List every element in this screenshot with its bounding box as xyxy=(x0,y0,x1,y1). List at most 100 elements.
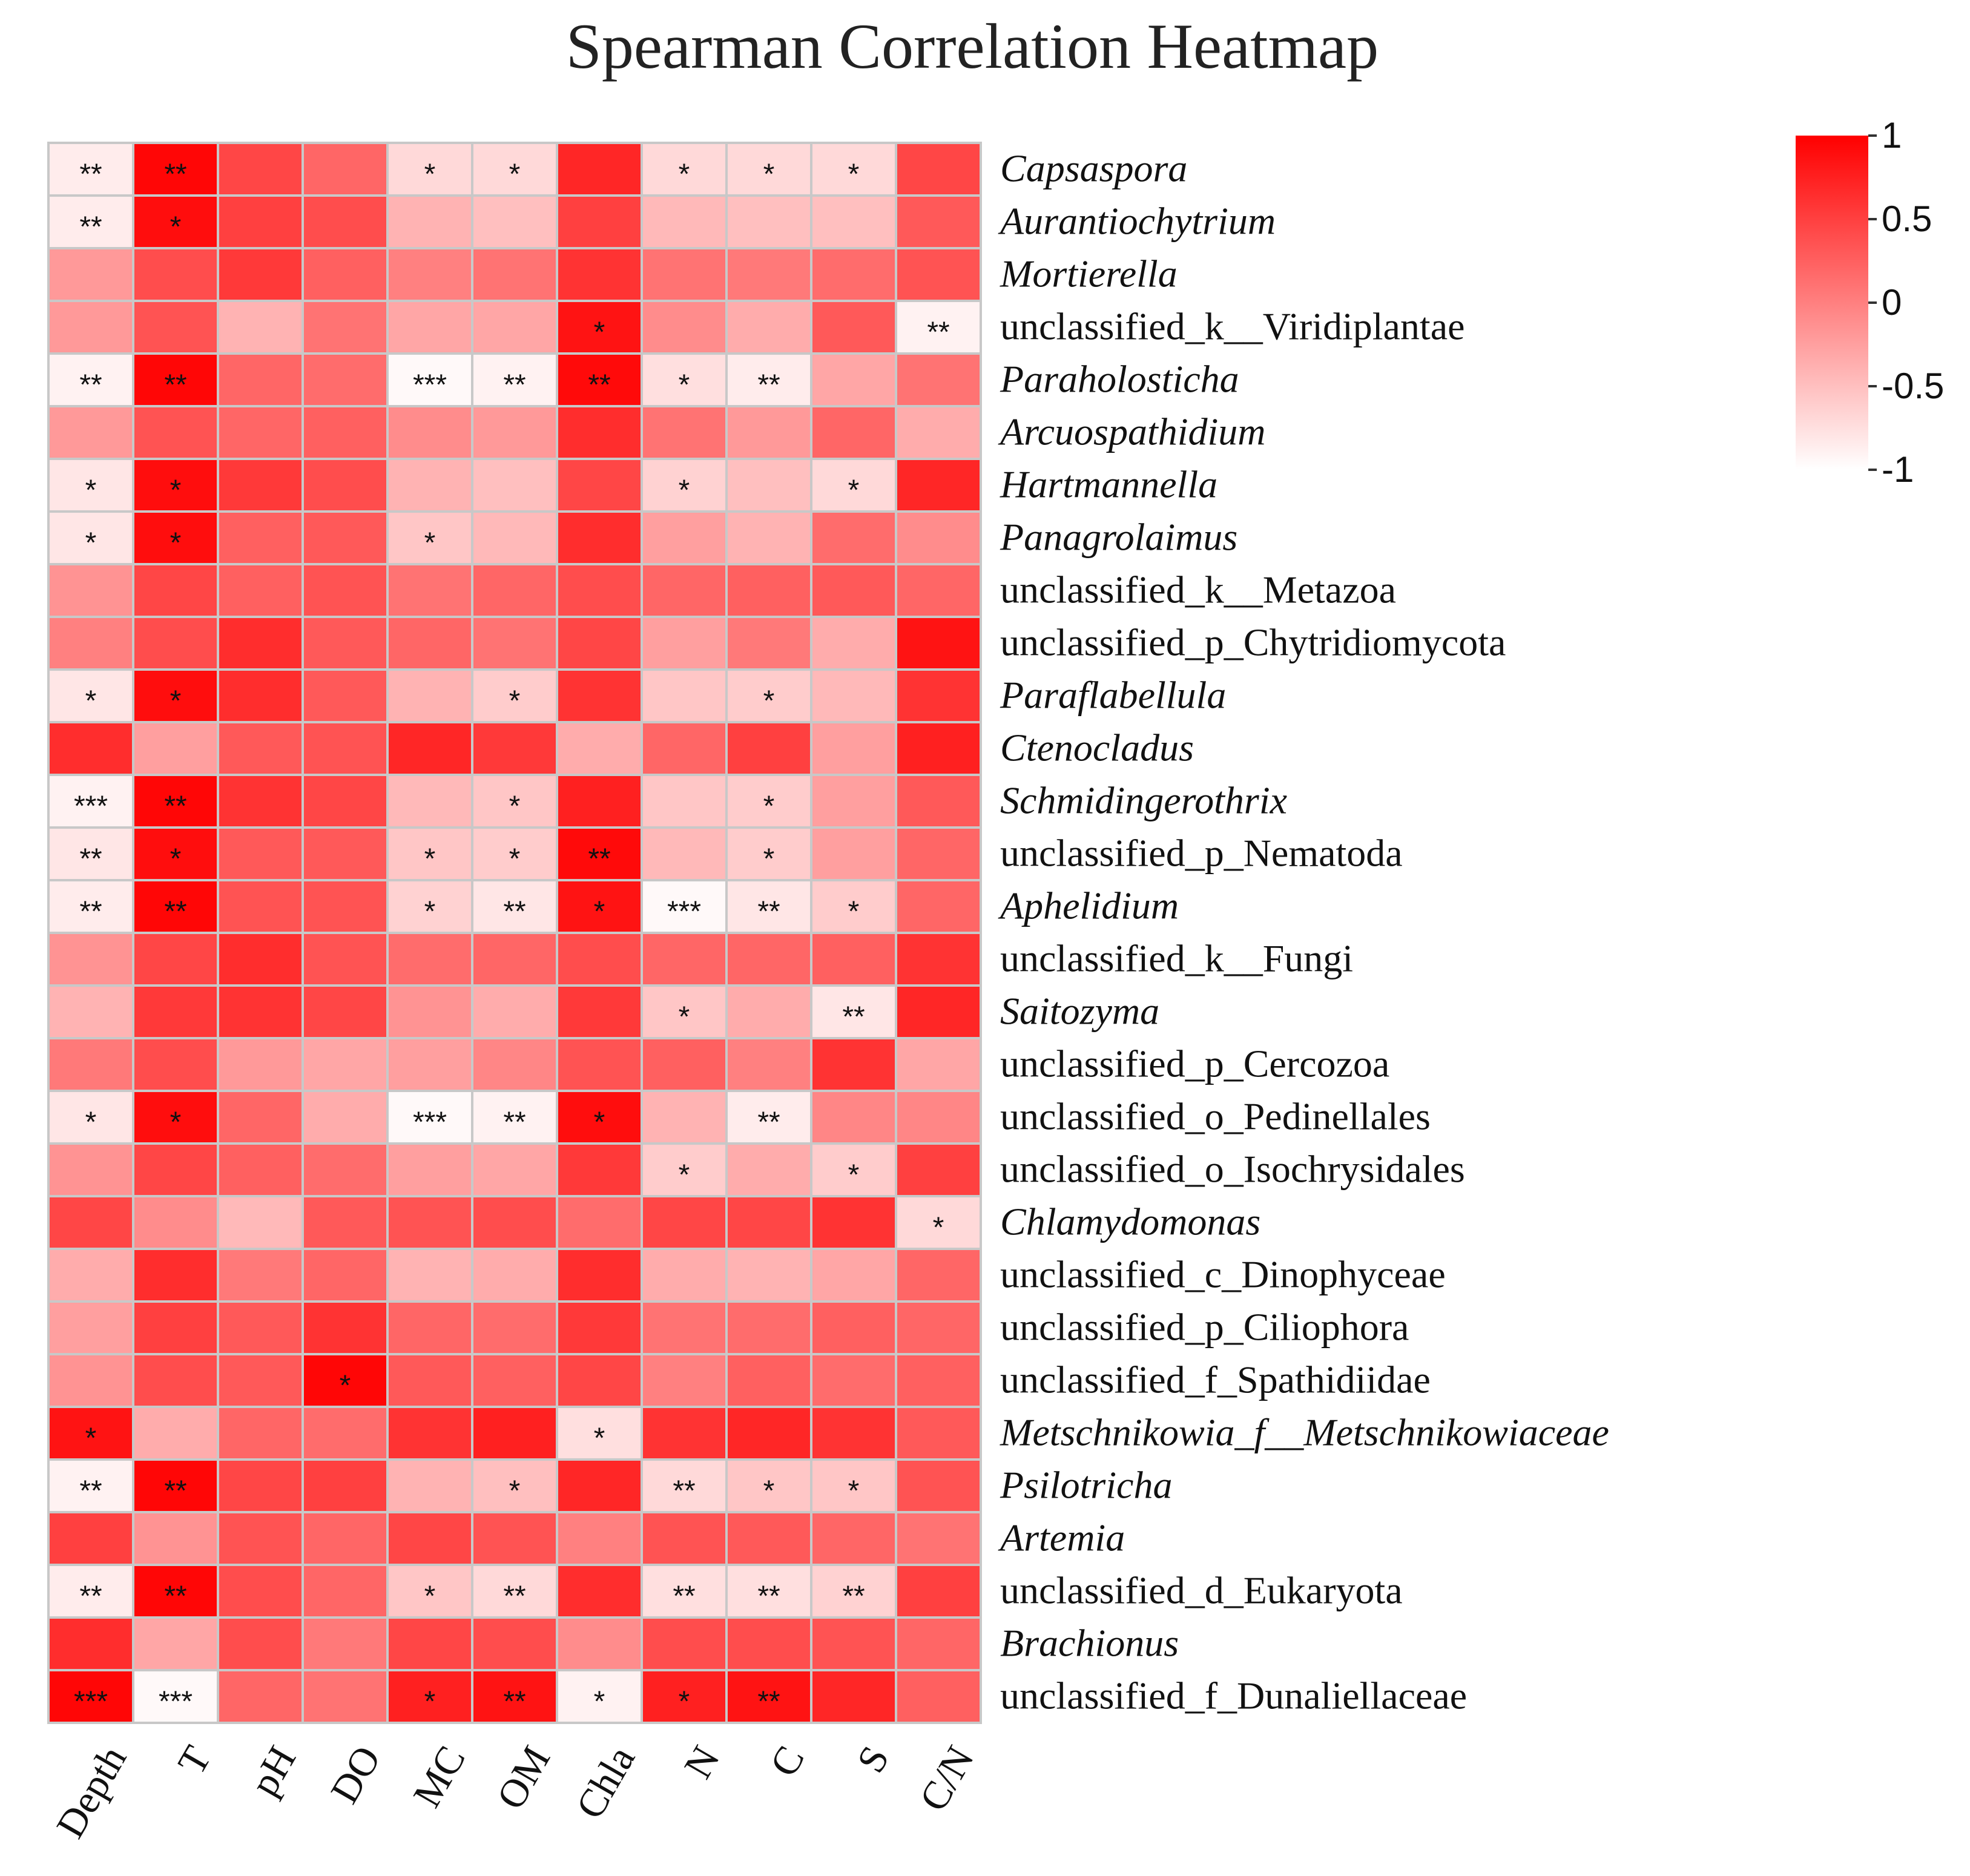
heatmap-cell xyxy=(47,1564,134,1619)
heatmap-cell xyxy=(471,194,558,249)
significance-mark: * xyxy=(170,475,182,507)
heatmap-cell xyxy=(556,1142,643,1197)
heatmap-cell xyxy=(471,405,558,460)
heatmap-cell xyxy=(471,563,558,618)
heatmap-cell xyxy=(641,1248,728,1303)
heatmap-cell xyxy=(132,1353,219,1408)
heatmap-cell xyxy=(47,300,134,355)
row-label: Saitozyma xyxy=(1000,990,1159,1033)
significance-mark: * xyxy=(424,843,436,875)
heatmap-cell xyxy=(641,1353,728,1408)
heatmap-cell xyxy=(556,247,643,302)
heatmap-cell xyxy=(301,458,389,513)
heatmap-cell xyxy=(217,510,304,565)
heatmap-cell xyxy=(895,1458,982,1513)
heatmap-cell xyxy=(641,1300,728,1355)
heatmap-border xyxy=(47,142,982,1724)
row-label: Chlamydomonas xyxy=(1000,1200,1260,1243)
significance-mark: ** xyxy=(79,211,102,243)
heatmap-cell xyxy=(217,1511,304,1566)
heatmap-cell xyxy=(556,1195,643,1250)
heatmap-cell xyxy=(810,721,897,776)
heatmap-cell xyxy=(641,721,728,776)
heatmap-cell xyxy=(556,458,643,513)
significance-mark: *** xyxy=(159,1686,193,1718)
heatmap-cell xyxy=(641,300,728,355)
heatmap-cell xyxy=(217,1300,304,1355)
heatmap-cell xyxy=(725,458,812,513)
heatmap-cell xyxy=(47,458,134,513)
significance-mark: * xyxy=(594,1107,605,1139)
colorbar-legend: 1 0.5 0 -0.5 -1 xyxy=(1796,115,1944,490)
heatmap-cell xyxy=(556,1037,643,1092)
significance-mark: ** xyxy=(757,369,780,401)
heatmap-cell xyxy=(556,1564,643,1619)
heatmap-cell xyxy=(217,984,304,1039)
heatmap-cell xyxy=(641,1037,728,1092)
heatmap-cell xyxy=(217,194,304,249)
column-label: OM xyxy=(489,1739,559,1817)
heatmap-cell xyxy=(895,721,982,776)
heatmap-cell xyxy=(217,879,304,934)
row-label: unclassified_d_Eukaryota xyxy=(1000,1569,1403,1612)
heatmap-cell xyxy=(641,1090,728,1145)
heatmap-cell xyxy=(725,932,812,987)
heatmap-cell xyxy=(556,1511,643,1566)
heatmap-cell xyxy=(895,1037,982,1092)
heatmap-cell xyxy=(301,1669,389,1724)
significance-mark: * xyxy=(509,159,521,191)
heatmap-cell xyxy=(301,300,389,355)
significance-mark: ** xyxy=(757,1107,780,1139)
heatmap-cell xyxy=(301,1511,389,1566)
heatmap-cell xyxy=(217,300,304,355)
heatmap-cell xyxy=(895,879,982,934)
significance-mark: * xyxy=(85,475,97,507)
heatmap-cell xyxy=(641,1406,728,1461)
heatmap-cell xyxy=(895,826,982,881)
heatmap-cell xyxy=(386,1142,473,1197)
heatmap-cell xyxy=(301,1248,389,1303)
heatmap-cell xyxy=(471,668,558,723)
heatmap-cell xyxy=(47,510,134,565)
significance-mark: * xyxy=(763,843,775,875)
row-label: Mortierella xyxy=(1000,252,1178,295)
significance-mark: ** xyxy=(79,1581,102,1613)
row-labels: Capsaspora Aurantiochytrium Mortierella unc… xyxy=(998,147,1609,1717)
heatmap-cell xyxy=(895,1090,982,1145)
significance-mark: * xyxy=(509,843,521,875)
heatmap-cell xyxy=(47,1195,134,1250)
row-label: unclassified_o_Isochrysidales xyxy=(1000,1148,1465,1191)
heatmap-cell xyxy=(895,1511,982,1566)
heatmap-cell xyxy=(895,458,982,513)
heatmap-cell xyxy=(471,826,558,881)
heatmap-cell xyxy=(810,1669,897,1724)
heatmap-cell xyxy=(895,563,982,618)
significance-mark: * xyxy=(679,1001,690,1033)
heatmap-cell xyxy=(132,984,219,1039)
heatmap-cell xyxy=(556,668,643,723)
heatmap-cell xyxy=(471,1511,558,1566)
colorbar-tick-label: 0.5 xyxy=(1882,199,1932,239)
significance-mark: *** xyxy=(413,1107,447,1139)
heatmap-cell xyxy=(386,1195,473,1250)
heatmap-cell xyxy=(301,510,389,565)
heatmap-cell xyxy=(810,510,897,565)
significance-mark: * xyxy=(85,685,97,717)
row-label: Artemia xyxy=(998,1516,1125,1559)
heatmap-cell xyxy=(641,247,728,302)
heatmap-cell xyxy=(641,510,728,565)
heatmap-cell xyxy=(47,1142,134,1197)
heatmap-cell xyxy=(556,932,643,987)
column-label: MC xyxy=(405,1739,475,1814)
heatmap-cell xyxy=(132,1406,219,1461)
significance-mark: * xyxy=(848,896,860,928)
heatmap-cell xyxy=(386,721,473,776)
row-label: unclassified_p_Ciliophora xyxy=(1000,1306,1409,1349)
heatmap-cell xyxy=(217,774,304,829)
heatmap-cell xyxy=(301,563,389,618)
heatmap-cell xyxy=(556,774,643,829)
row-label: Ctenocladus xyxy=(1000,726,1194,769)
heatmap-cell xyxy=(47,984,134,1039)
significance-mark: ** xyxy=(673,1581,695,1613)
